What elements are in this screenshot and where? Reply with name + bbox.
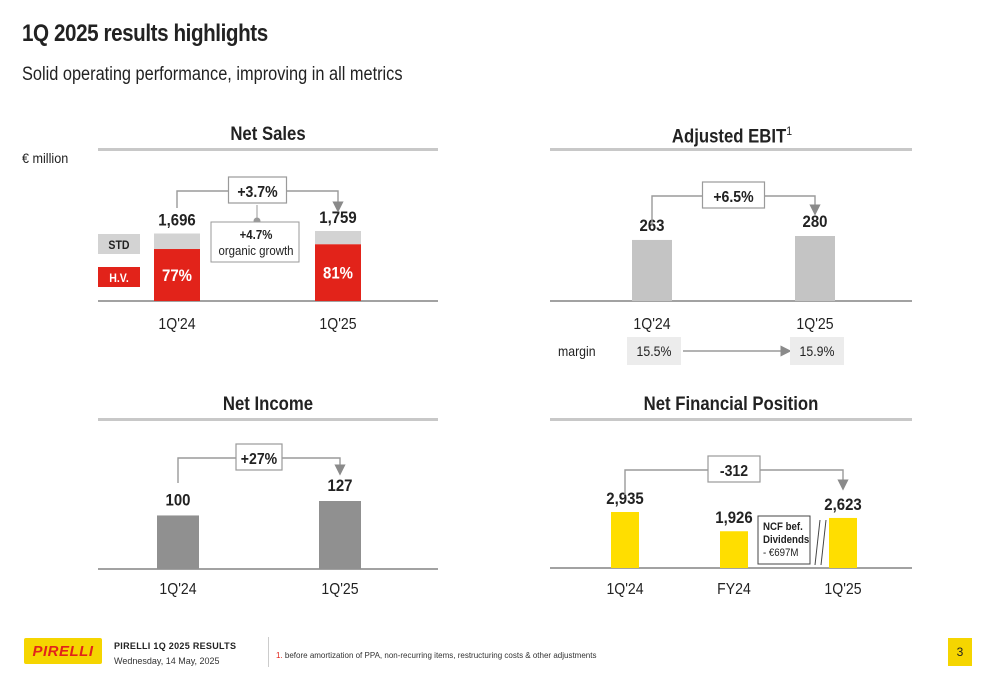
ncf-line: - €697M (763, 548, 799, 560)
nfp-bar (611, 512, 639, 568)
nfp-value-label: 1,926 (715, 509, 753, 527)
net-sales-hv-bar (154, 249, 200, 301)
margin-value-1q25: 15.9% (800, 343, 835, 359)
footer-brand: PIRELLI 1Q 2025 RESULTS (114, 641, 237, 651)
net-income-bar (157, 515, 199, 569)
margin-box-1q24 (627, 337, 681, 365)
ebit-bar (795, 236, 835, 301)
footer-divider (268, 637, 269, 667)
net-income-value-label: 100 (166, 492, 191, 510)
adjusted-ebit-title: Adjusted EBIT1 (574, 124, 891, 148)
nfp-category-label: 1Q'25 (824, 580, 861, 598)
page-subtitle: Solid operating performance, improving i… (22, 64, 403, 85)
nfp-category-label: FY24 (717, 580, 751, 598)
net-sales-std-bar (315, 231, 361, 245)
page-title: 1Q 2025 results highlights (22, 20, 268, 47)
net-sales-value-label: 1,696 (158, 212, 196, 230)
nfp-change-label: -312 (720, 462, 748, 480)
nfp-bar (720, 531, 748, 568)
ncf-line: Dividends (763, 535, 809, 547)
margin-box-1q25 (790, 337, 844, 365)
legend-hv-label: H.V. (109, 272, 129, 285)
footnote-text: before amortization of PPA, non-recurrin… (284, 651, 597, 660)
net-income-change-label: +27% (241, 450, 277, 468)
ebit-value-label: 263 (640, 217, 665, 235)
adjusted-ebit-title-text: Adjusted EBIT (671, 126, 787, 148)
ncf-bridge-line (814, 519, 821, 566)
organic-text: organic growth (219, 243, 294, 258)
net-sales-hv-share-label: 81% (323, 265, 353, 283)
net-income-bar (319, 501, 361, 569)
nfp-category-label: 1Q'24 (606, 580, 643, 598)
net-sales-category-label: 1Q'24 (158, 315, 195, 333)
net-sales-title: Net Sales (230, 124, 306, 145)
margin-value-1q24: 15.5% (637, 343, 672, 359)
nfp-rule (550, 418, 912, 421)
pirelli-logo: PIRELLI (24, 638, 102, 664)
net-sales-rule (98, 148, 438, 151)
ebit-category-label: 1Q'24 (633, 315, 670, 333)
ncf-bridge-line (820, 519, 827, 566)
net-sales-hv-bar (315, 244, 361, 301)
net-income-rule (98, 418, 438, 421)
legend-std-label: STD (108, 239, 129, 252)
net-sales-value-label: 1,759 (319, 209, 357, 227)
net-income-category-label: 1Q'24 (159, 580, 196, 598)
net-sales-change-box (227, 176, 288, 204)
net-income-title: Net Income (222, 394, 314, 415)
ebit-change-box (701, 181, 766, 209)
net-income-change-box (235, 443, 283, 471)
ebit-change-label: +6.5% (713, 188, 753, 206)
nfp-bar (829, 517, 857, 568)
adjusted-ebit-rule (550, 148, 912, 151)
nfp-value-label: 2,935 (606, 490, 644, 508)
unit-label: € million (22, 150, 69, 166)
footer-date: Wednesday, 14 May, 2025 (114, 656, 220, 666)
net-sales-hv-share-label: 77% (162, 267, 192, 285)
ebit-category-label: 1Q'25 (796, 315, 833, 333)
page-number: 3 (948, 638, 972, 666)
margin-label: margin (558, 343, 596, 359)
net-income-category-label: 1Q'25 (321, 580, 358, 598)
footnote-number: 1. (276, 651, 283, 660)
pirelli-logo-text: PIRELLI (32, 642, 94, 660)
ebit-value-label: 280 (803, 213, 828, 231)
footnote: 1. before amortization of PPA, non-recur… (276, 651, 596, 660)
net-income-value-label: 127 (328, 477, 353, 495)
legend-hv-swatch (98, 267, 140, 287)
net-sales-category-label: 1Q'25 (319, 315, 356, 333)
net-sales-change-label: +3.7% (237, 183, 277, 201)
ebit-bar (632, 239, 672, 301)
legend-std-swatch (98, 234, 140, 254)
net-sales-std-bar (154, 233, 200, 250)
nfp-value-label: 2,623 (824, 496, 862, 514)
ncf-line: NCF bef. (763, 522, 803, 534)
nfp-change-box (707, 455, 761, 483)
organic-value: +4.7% (240, 227, 273, 242)
organic-box (210, 221, 300, 263)
footnote-marker: 1 (786, 124, 793, 138)
ncf-box (757, 515, 811, 565)
nfp-title: Net Financial Position (643, 394, 819, 415)
